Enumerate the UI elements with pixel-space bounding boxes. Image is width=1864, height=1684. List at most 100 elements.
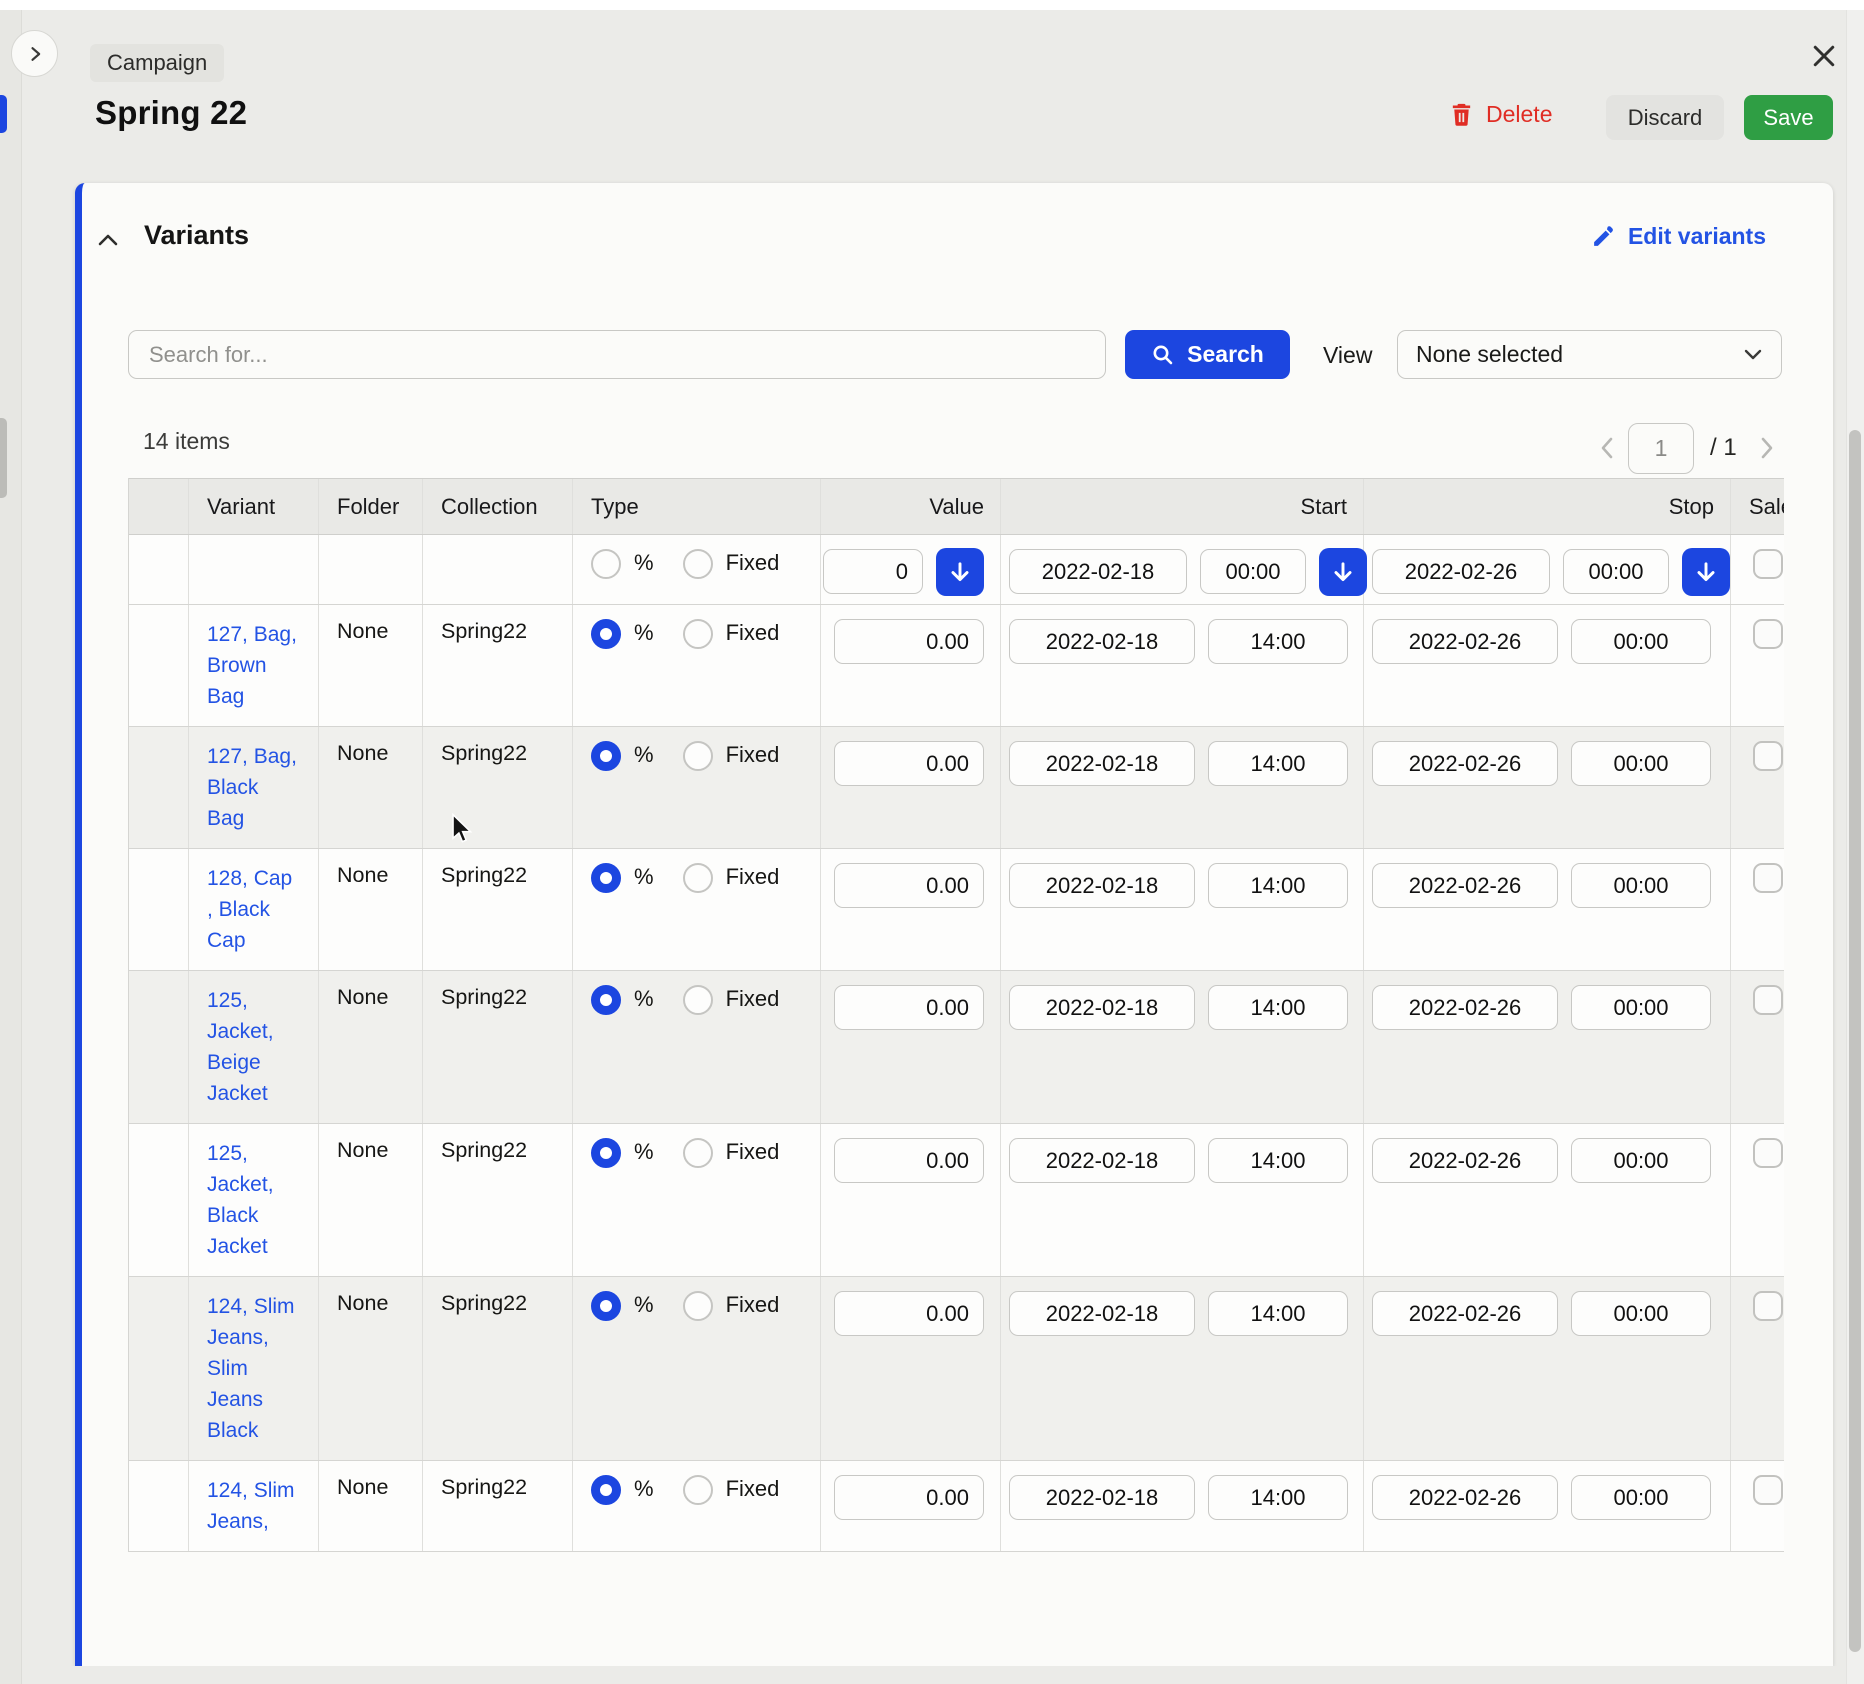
collapse-section-button[interactable] bbox=[95, 231, 121, 251]
stop-time-input[interactable] bbox=[1571, 1291, 1711, 1336]
filter-stop-date-input[interactable] bbox=[1372, 549, 1550, 594]
type-percent-radio[interactable] bbox=[591, 863, 621, 893]
sale-checkbox[interactable] bbox=[1753, 741, 1783, 771]
apply-value-down-button[interactable] bbox=[936, 548, 984, 596]
start-date-input[interactable] bbox=[1009, 1475, 1195, 1520]
stop-time-input[interactable] bbox=[1571, 1138, 1711, 1183]
variant-link[interactable]: 125, Jacket, Black Jacket bbox=[207, 1138, 301, 1262]
edit-variants-link[interactable]: Edit variants bbox=[1591, 223, 1766, 250]
stop-date-input[interactable] bbox=[1372, 619, 1558, 664]
type-fixed-radio[interactable] bbox=[683, 1138, 713, 1168]
chevron-right-icon bbox=[25, 44, 45, 64]
close-button[interactable] bbox=[1806, 38, 1842, 74]
start-time-input[interactable] bbox=[1208, 985, 1348, 1030]
stop-date-input[interactable] bbox=[1372, 1475, 1558, 1520]
value-input[interactable] bbox=[834, 619, 984, 664]
type-fixed-radio[interactable] bbox=[683, 619, 713, 649]
variants-table: Variant Folder Collection Type Value Sta… bbox=[128, 478, 1784, 1666]
type-fixed-radio[interactable] bbox=[683, 985, 713, 1015]
sale-checkbox[interactable] bbox=[1753, 1291, 1783, 1321]
variant-link[interactable]: 128, Cap , Black Cap bbox=[207, 863, 301, 956]
stop-time-input[interactable] bbox=[1571, 619, 1711, 664]
search-button[interactable]: Search bbox=[1125, 330, 1290, 379]
pagination-current-page[interactable]: 1 bbox=[1628, 423, 1694, 474]
stop-time-input[interactable] bbox=[1571, 985, 1711, 1030]
filter-sale-checkbox[interactable] bbox=[1753, 549, 1783, 579]
delete-button[interactable]: Delete bbox=[1448, 101, 1552, 128]
fixed-label: Fixed bbox=[726, 1476, 780, 1502]
start-date-input[interactable] bbox=[1009, 1138, 1195, 1183]
start-time-input[interactable] bbox=[1208, 1291, 1348, 1336]
variant-link[interactable]: 124, Slim Jeans, bbox=[207, 1475, 301, 1537]
filter-value-input[interactable] bbox=[823, 549, 923, 594]
save-button[interactable]: Save bbox=[1744, 95, 1833, 140]
start-time-input[interactable] bbox=[1208, 619, 1348, 664]
stop-time-input[interactable] bbox=[1571, 863, 1711, 908]
pagination-next[interactable] bbox=[1758, 435, 1776, 461]
value-input[interactable] bbox=[834, 741, 984, 786]
expand-panel-button[interactable] bbox=[11, 30, 58, 77]
pagination-prev[interactable] bbox=[1598, 435, 1616, 461]
variant-link[interactable]: 124, Slim Jeans, Slim Jeans Black bbox=[207, 1291, 301, 1446]
start-date-input[interactable] bbox=[1009, 863, 1195, 908]
vertical-scrollbar-thumb[interactable] bbox=[1849, 430, 1861, 1652]
filter-type-fixed-radio[interactable] bbox=[683, 549, 713, 579]
edit-variants-label: Edit variants bbox=[1628, 223, 1766, 250]
pagination-total: / 1 bbox=[1710, 434, 1737, 462]
value-input[interactable] bbox=[834, 1475, 984, 1520]
stop-time-input[interactable] bbox=[1571, 1475, 1711, 1520]
arrow-down-icon bbox=[1693, 559, 1719, 585]
start-time-input[interactable] bbox=[1208, 863, 1348, 908]
sale-checkbox[interactable] bbox=[1753, 985, 1783, 1015]
folder-cell: None bbox=[319, 1461, 423, 1551]
filter-start-date-input[interactable] bbox=[1009, 549, 1187, 594]
start-date-input[interactable] bbox=[1009, 619, 1195, 664]
discard-button[interactable]: Discard bbox=[1606, 95, 1724, 140]
type-percent-radio[interactable] bbox=[591, 985, 621, 1015]
view-select[interactable]: None selected bbox=[1397, 330, 1782, 379]
type-percent-radio[interactable] bbox=[591, 1138, 621, 1168]
value-input[interactable] bbox=[834, 863, 984, 908]
stop-time-input[interactable] bbox=[1571, 741, 1711, 786]
start-time-input[interactable] bbox=[1208, 1475, 1348, 1520]
sale-checkbox[interactable] bbox=[1753, 619, 1783, 649]
sale-checkbox[interactable] bbox=[1753, 1475, 1783, 1505]
type-percent-radio[interactable] bbox=[591, 1291, 621, 1321]
stop-date-input[interactable] bbox=[1372, 985, 1558, 1030]
stop-date-input[interactable] bbox=[1372, 741, 1558, 786]
sale-checkbox[interactable] bbox=[1753, 1138, 1783, 1168]
percent-label: % bbox=[634, 620, 654, 646]
variants-panel: Variants Edit variants Search View None … bbox=[75, 183, 1833, 1666]
start-time-input[interactable] bbox=[1208, 741, 1348, 786]
type-fixed-radio[interactable] bbox=[683, 863, 713, 893]
search-input[interactable] bbox=[128, 330, 1106, 379]
sale-checkbox[interactable] bbox=[1753, 863, 1783, 893]
filter-stop bbox=[1364, 535, 1731, 604]
type-cell: % Fixed bbox=[573, 1461, 821, 1551]
filter-type-percent-radio[interactable] bbox=[591, 549, 621, 579]
apply-stop-down-button[interactable] bbox=[1682, 548, 1730, 596]
type-fixed-radio[interactable] bbox=[683, 741, 713, 771]
start-date-input[interactable] bbox=[1009, 741, 1195, 786]
filter-start-time-input[interactable] bbox=[1200, 549, 1306, 594]
type-fixed-radio[interactable] bbox=[683, 1291, 713, 1321]
stop-date-input[interactable] bbox=[1372, 863, 1558, 908]
start-date-input[interactable] bbox=[1009, 985, 1195, 1030]
fixed-label: Fixed bbox=[726, 742, 780, 768]
type-percent-radio[interactable] bbox=[591, 1475, 621, 1505]
type-fixed-radio[interactable] bbox=[683, 1475, 713, 1505]
start-date-input[interactable] bbox=[1009, 1291, 1195, 1336]
variant-link[interactable]: 127, Bag, Black Bag bbox=[207, 741, 301, 834]
stop-date-input[interactable] bbox=[1372, 1291, 1558, 1336]
value-input[interactable] bbox=[834, 985, 984, 1030]
variant-link[interactable]: 125, Jacket, Beige Jacket bbox=[207, 985, 301, 1109]
value-input[interactable] bbox=[834, 1138, 984, 1183]
type-percent-radio[interactable] bbox=[591, 741, 621, 771]
type-percent-radio[interactable] bbox=[591, 619, 621, 649]
apply-start-down-button[interactable] bbox=[1319, 548, 1367, 596]
start-time-input[interactable] bbox=[1208, 1138, 1348, 1183]
stop-date-input[interactable] bbox=[1372, 1138, 1558, 1183]
filter-stop-time-input[interactable] bbox=[1563, 549, 1669, 594]
value-input[interactable] bbox=[834, 1291, 984, 1336]
variant-link[interactable]: 127, Bag, Brown Bag bbox=[207, 619, 301, 712]
